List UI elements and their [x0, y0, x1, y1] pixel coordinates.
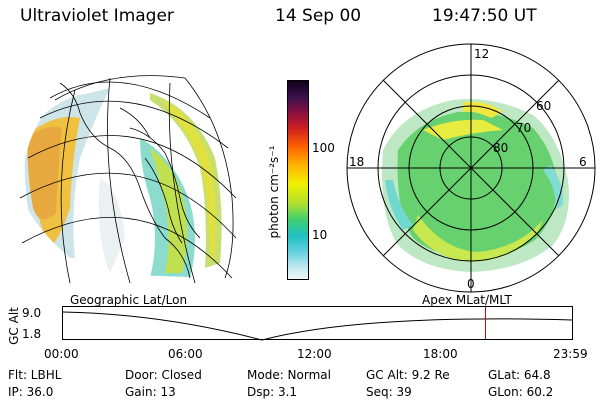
status-gain: Gain: 13 [125, 385, 176, 399]
aurora-image-geographic [21, 75, 234, 278]
status-mode: Mode: Normal [247, 368, 331, 382]
coastline-overlay [59, 82, 201, 279]
lat-label-70: 70 [516, 121, 531, 135]
timeline-xtick-1800: 18:00 [423, 347, 458, 361]
altitude-curve [62, 311, 573, 341]
colorbar-unit-label: photon cm⁻²s⁻¹ [267, 145, 281, 239]
timeline-xtick-1200: 12:00 [297, 347, 332, 361]
instrument-title: Ultraviolet Imager [20, 6, 174, 26]
colorbar-tick-10: 10 [312, 228, 328, 242]
status-seq: Seq: 39 [366, 385, 412, 399]
colorbar-tick-100: 100 [312, 141, 335, 155]
mlt-label-6: 6 [579, 155, 587, 169]
timeline-ytick-1-8: 1.8 [22, 327, 42, 341]
timeline-ytick-9: 9.0 [22, 306, 42, 320]
timeline-right-title: Apex MLat/MLT [422, 293, 512, 307]
status-ip: IP: 36.0 [8, 385, 54, 399]
status-door: Door: Closed [125, 368, 202, 382]
timeline-ylabel: GC Alt [7, 307, 21, 345]
polar-grid [346, 43, 596, 293]
header-date: 14 Sep 00 [275, 6, 362, 26]
color-scale-bar [287, 80, 309, 280]
orbit-altitude-timeline[interactable] [62, 306, 574, 346]
lat-label-60: 60 [536, 99, 551, 113]
timeline-frame [62, 306, 573, 340]
status-gc-alt: GC Alt: 9.2 Re [366, 368, 450, 382]
status-filter: Flt: LBHL [8, 368, 62, 382]
mlt-label-0: 0 [467, 277, 475, 291]
timeline-xtick-0000: 00:00 [44, 347, 79, 361]
timeline-xtick-0600: 06:00 [168, 347, 203, 361]
lat-label-80: 80 [493, 141, 508, 155]
status-glon: GLon: 60.2 [488, 385, 554, 399]
timeline-xtick-2359: 23:59 [553, 347, 588, 361]
aurora-image-polar [382, 99, 569, 272]
header-time: 19:47:50 UT [432, 6, 537, 26]
mlt-label-18: 18 [349, 155, 364, 169]
timeline-left-title: Geographic Lat/Lon [70, 293, 188, 307]
polar-mlat-mlt-plot: 12 18 6 0 60 70 80 [346, 43, 596, 293]
geographic-projection-map [19, 75, 237, 284]
status-glat: GLat: 64.8 [488, 368, 551, 382]
mlt-label-12: 12 [474, 47, 489, 61]
status-dsp: Dsp: 3.1 [247, 385, 298, 399]
lat-lon-grid [19, 75, 237, 284]
